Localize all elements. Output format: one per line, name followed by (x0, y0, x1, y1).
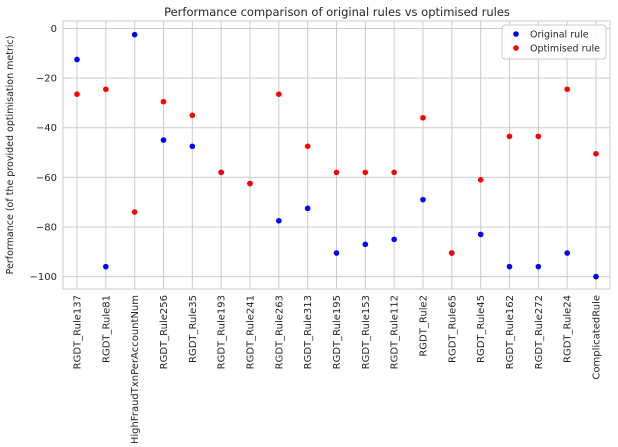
x-tick-label: RGDT_Rule313 (303, 295, 314, 369)
optimised-rule-point (535, 133, 542, 140)
optimised-rule-point (103, 86, 109, 93)
original-rule-point (276, 217, 282, 224)
legend-box (501, 24, 607, 60)
original-rule-point (103, 263, 109, 270)
legend: Original rule Optimised rule (501, 24, 607, 60)
optimised-rule-point (333, 169, 340, 176)
original-rule-point (506, 263, 513, 270)
original-rule-point (131, 31, 138, 38)
x-axis-ticks: RGDT_Rule137 RGDT_Rule81 HighFraudTxnPerAc… (73, 295, 603, 444)
optimised-rule-point (74, 91, 80, 98)
chart-title: Performance comparison of original rules… (164, 5, 510, 19)
optimised-rule-point (593, 150, 599, 157)
y-tick-label: 0 (51, 24, 57, 35)
y-tick-label: −80 (36, 222, 57, 233)
x-tick-label: RGDT_Rule193 (217, 295, 228, 369)
original-rule-point (420, 196, 426, 203)
x-tick-label: RGDT_Rule137 (73, 295, 84, 369)
original-rule-point (304, 205, 311, 212)
legend-label: Optimised rule (530, 44, 600, 55)
x-tick-label: RGDT_Rule112 (390, 295, 401, 369)
optimised-rule-point (477, 177, 484, 183)
y-tick-label: −60 (36, 173, 57, 184)
original-rule-point (362, 241, 369, 248)
x-tick-label: ComplicatedRule (592, 295, 603, 380)
x-tick-label: RGDT_Rule35 (188, 295, 199, 363)
x-tick-label: RGDT_Rule256 (159, 295, 170, 369)
x-tick-label: RGDT_Rule195 (332, 295, 343, 369)
original-rule-point (74, 56, 80, 63)
optimised-rule-point (391, 169, 397, 176)
legend-marker (513, 45, 519, 51)
original-rule-point (189, 143, 196, 150)
x-tick-label: RGDT_Rule263 (274, 295, 285, 369)
optimised-rule-point (449, 250, 455, 256)
original-rule-point (160, 137, 167, 143)
x-tick-label: RGDT_Rule153 (361, 295, 372, 369)
optimised-rule-point (160, 98, 167, 105)
x-tick-label: RGDT_Rule45 (476, 295, 487, 363)
data-points (74, 31, 599, 280)
original-rule-point (391, 236, 397, 243)
x-tick-label: RGDT_Rule2 (419, 295, 430, 357)
optimised-rule-point (276, 91, 282, 98)
optimised-rule-point (218, 169, 224, 176)
original-rule-point (535, 263, 542, 270)
y-axis-label: Performance (of the provided optimisatio… (5, 36, 16, 275)
x-tick-label: RGDT_Rule241 (246, 295, 257, 369)
optimised-rule-point (506, 133, 513, 140)
optimised-rule-point (362, 169, 369, 176)
optimised-rule-point (131, 209, 138, 215)
legend-label: Original rule (530, 30, 589, 41)
x-tick-label: RGDT_Rule24 (563, 295, 574, 363)
optimised-rule-point (189, 112, 196, 119)
optimised-rule-point (304, 143, 311, 150)
optimised-rule-point (564, 86, 570, 93)
y-tick-label: −40 (36, 123, 57, 134)
y-axis-ticks: 0 −20 −40 −60 −80 −100 (30, 24, 57, 283)
y-tick-label: −20 (36, 74, 57, 85)
y-tick-label: −100 (30, 272, 57, 283)
original-rule-point (477, 231, 484, 238)
optimised-rule-point (247, 180, 253, 187)
legend-marker (513, 31, 519, 37)
x-tick-label: RGDT_Rule162 (505, 295, 516, 369)
x-tick-label: RGDT_Rule81 (101, 295, 112, 363)
x-tick-label: RGDT_Rule65 (447, 295, 458, 363)
optimised-rule-point (420, 114, 426, 121)
x-tick-label: HighFraudTxnPerAccountNum (130, 295, 141, 443)
original-rule-point (593, 273, 599, 280)
original-rule-point (333, 250, 340, 256)
original-rule-point (564, 250, 570, 256)
x-tick-label: RGDT_Rule272 (534, 295, 545, 369)
